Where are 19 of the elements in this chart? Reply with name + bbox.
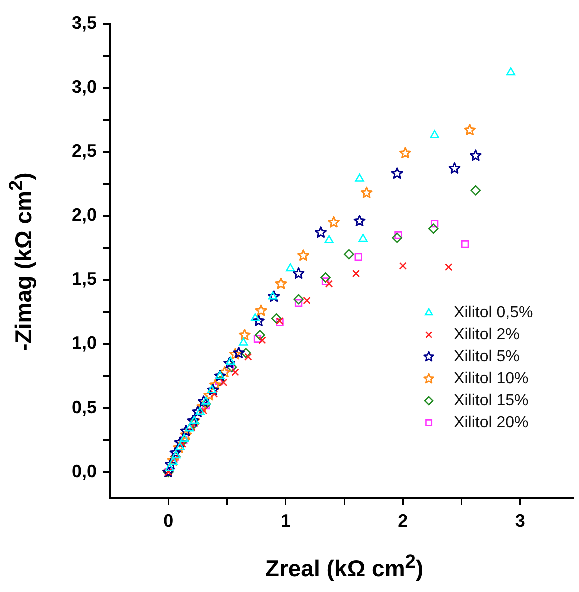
legend-label: Xilitol 0,5% bbox=[454, 304, 534, 322]
y-tick-label: 0,5 bbox=[72, 397, 97, 418]
legend-label: Xilitol 5% bbox=[454, 348, 520, 366]
legend-label: Xilitol 20% bbox=[454, 414, 529, 432]
x-tick-label: 1 bbox=[280, 510, 291, 531]
legend-label: Xilitol 15% bbox=[454, 392, 529, 410]
y-tick-label: 1,0 bbox=[72, 333, 97, 354]
y-tick-label: 0,0 bbox=[72, 461, 97, 482]
y-tick-label: 3,0 bbox=[72, 77, 97, 98]
x-axis-title: Zreal (kΩ cm$^{2}$) bbox=[264, 552, 425, 583]
legend-label: Xilitol 2% bbox=[454, 326, 520, 344]
legend-label: Xilitol 10% bbox=[454, 370, 529, 388]
y-tick-label: 2,5 bbox=[72, 141, 97, 162]
x-tick-label: 0 bbox=[164, 510, 174, 531]
y-tick-label: 2,0 bbox=[72, 205, 97, 226]
x-tick-label: 2 bbox=[398, 510, 408, 531]
x-tick-label: 3 bbox=[515, 510, 526, 531]
y-tick-label: 1,5 bbox=[72, 269, 97, 290]
y-tick-label: 3,5 bbox=[72, 12, 97, 33]
